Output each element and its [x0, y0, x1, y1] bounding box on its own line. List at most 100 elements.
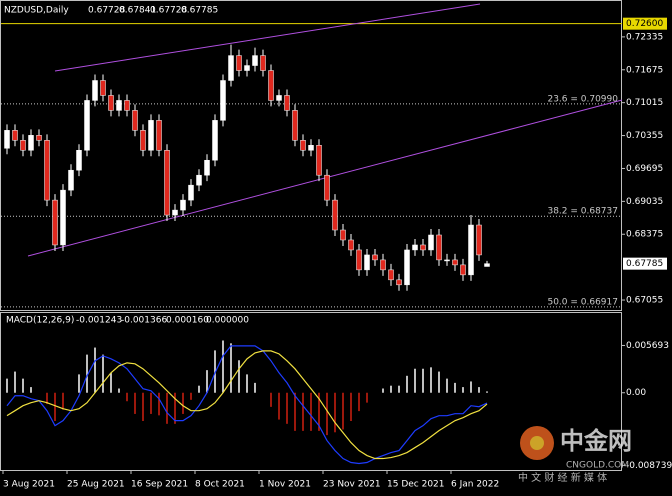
candle-body: [372, 254, 378, 261]
candle-body: [212, 120, 218, 161]
candle-body: [36, 135, 42, 141]
candle-body: [60, 189, 66, 246]
candle-body: [188, 184, 194, 201]
candle-body: [12, 130, 18, 141]
y-tick-label: 0.69035: [626, 197, 663, 207]
candle-body: [116, 100, 122, 111]
level-label-box: [623, 17, 667, 30]
y-tick-label: -0.008739: [626, 461, 672, 471]
candle-body: [196, 174, 202, 186]
candle-body: [140, 130, 146, 151]
fib-label: 50.0 = 0.66917: [547, 297, 618, 307]
macd-line: [6, 345, 488, 465]
candle-body: [276, 95, 282, 101]
x-tick-label: 3 Aug 2021: [3, 480, 55, 490]
candle-body: [68, 169, 74, 191]
watermark-brand: 中金网: [560, 427, 632, 455]
x-tick-label: 16 Sep 2021: [131, 480, 188, 490]
candle-body: [292, 110, 298, 141]
candle-body: [260, 55, 266, 71]
macd-readout: -0.001366: [121, 316, 167, 326]
y-tick-label: 0.72335: [626, 32, 663, 42]
price-panel: [0, 0, 622, 311]
candle-body: [268, 70, 274, 101]
candle-body: [324, 174, 330, 201]
candle-body: [332, 199, 338, 231]
candle-body: [236, 55, 242, 71]
candle-body: [92, 80, 98, 101]
candle-body: [100, 80, 106, 96]
candle-body: [396, 279, 402, 286]
level-label: 0.72600: [626, 19, 663, 29]
current-price-label: 0.67785: [626, 259, 663, 269]
candle-body: [436, 234, 442, 261]
watermark: 中金网 CNGOLD.COM 中 文 财 经 新 媒 体: [518, 426, 632, 484]
channel-line: [54, 3, 481, 72]
macd-panel: [0, 312, 622, 471]
layer: [1, 23, 622, 308]
macd-title: MACD(12,26,9): [6, 316, 74, 326]
candle-body: [468, 224, 474, 276]
ohlc-open: 0.67728: [88, 6, 125, 16]
candle-body: [340, 229, 346, 241]
candle-body: [300, 140, 306, 151]
candle-body: [156, 120, 162, 151]
fib-label: 38.2 = 0.68737: [547, 207, 618, 217]
candle-body: [76, 150, 82, 171]
candle-body: [316, 145, 322, 176]
ohlc-low: 0.67728: [150, 6, 187, 16]
y-tick-label: 0.67055: [626, 296, 663, 306]
candle-body: [404, 249, 410, 286]
watermark-site: CNGOLD.COM: [566, 461, 629, 471]
candle-body: [252, 55, 258, 66]
candle-body: [380, 259, 386, 271]
candle-body: [228, 55, 234, 81]
ohlc-close: 0.67785: [181, 6, 218, 16]
candle-body: [444, 259, 450, 262]
x-tick-label: 25 Aug 2021: [67, 480, 125, 490]
candle-body: [84, 100, 90, 151]
candle-body: [4, 130, 10, 149]
y-tick-label: 0.71675: [626, 65, 663, 75]
candle-body: [348, 239, 354, 251]
ohlc-high: 0.67841: [119, 6, 156, 16]
candle-body: [132, 110, 138, 131]
candle-body: [308, 145, 314, 151]
x-tick-label: 15 Dec 2021: [387, 480, 445, 490]
y-tick-label: 0.70355: [626, 131, 663, 141]
candle-body: [180, 199, 186, 211]
y-tick-label: 0.005693: [626, 341, 669, 351]
candle-body: [484, 263, 490, 267]
candle-body: [356, 249, 362, 271]
candle-body: [44, 140, 50, 201]
macd-line: [6, 350, 488, 460]
candle-body: [164, 150, 170, 216]
candle-body: [52, 199, 58, 246]
candle-body: [20, 140, 26, 151]
x-tick-label: 23 Nov 2021: [323, 480, 381, 490]
y-tick-label: 0.00: [626, 388, 646, 398]
candle-body: [420, 244, 426, 251]
candle-body: [244, 65, 250, 71]
candle-body: [28, 135, 34, 151]
macd-readout: -0.001243: [76, 316, 122, 326]
symbol-title: NZDUSD,Daily: [4, 6, 69, 16]
candle-body: [172, 209, 178, 216]
fib-label: 23.6 = 0.70990: [547, 94, 618, 104]
macd-readout: 0.000000: [206, 316, 249, 326]
candle-body: [108, 95, 114, 111]
watermark-tagline: 中 文 财 经 新 媒 体: [518, 471, 607, 484]
x-tick-label: 1 Nov 2021: [259, 480, 311, 490]
candle-body: [452, 259, 458, 266]
candle-body: [476, 224, 482, 256]
candle-body: [204, 159, 210, 176]
x-tick-label: 8 Oct 2021: [195, 480, 245, 490]
candle-body: [220, 80, 226, 121]
candle-body: [388, 269, 394, 281]
candle-body: [284, 95, 290, 111]
candle-body: [364, 254, 370, 271]
y-tick-label: 0.68375: [626, 230, 663, 240]
